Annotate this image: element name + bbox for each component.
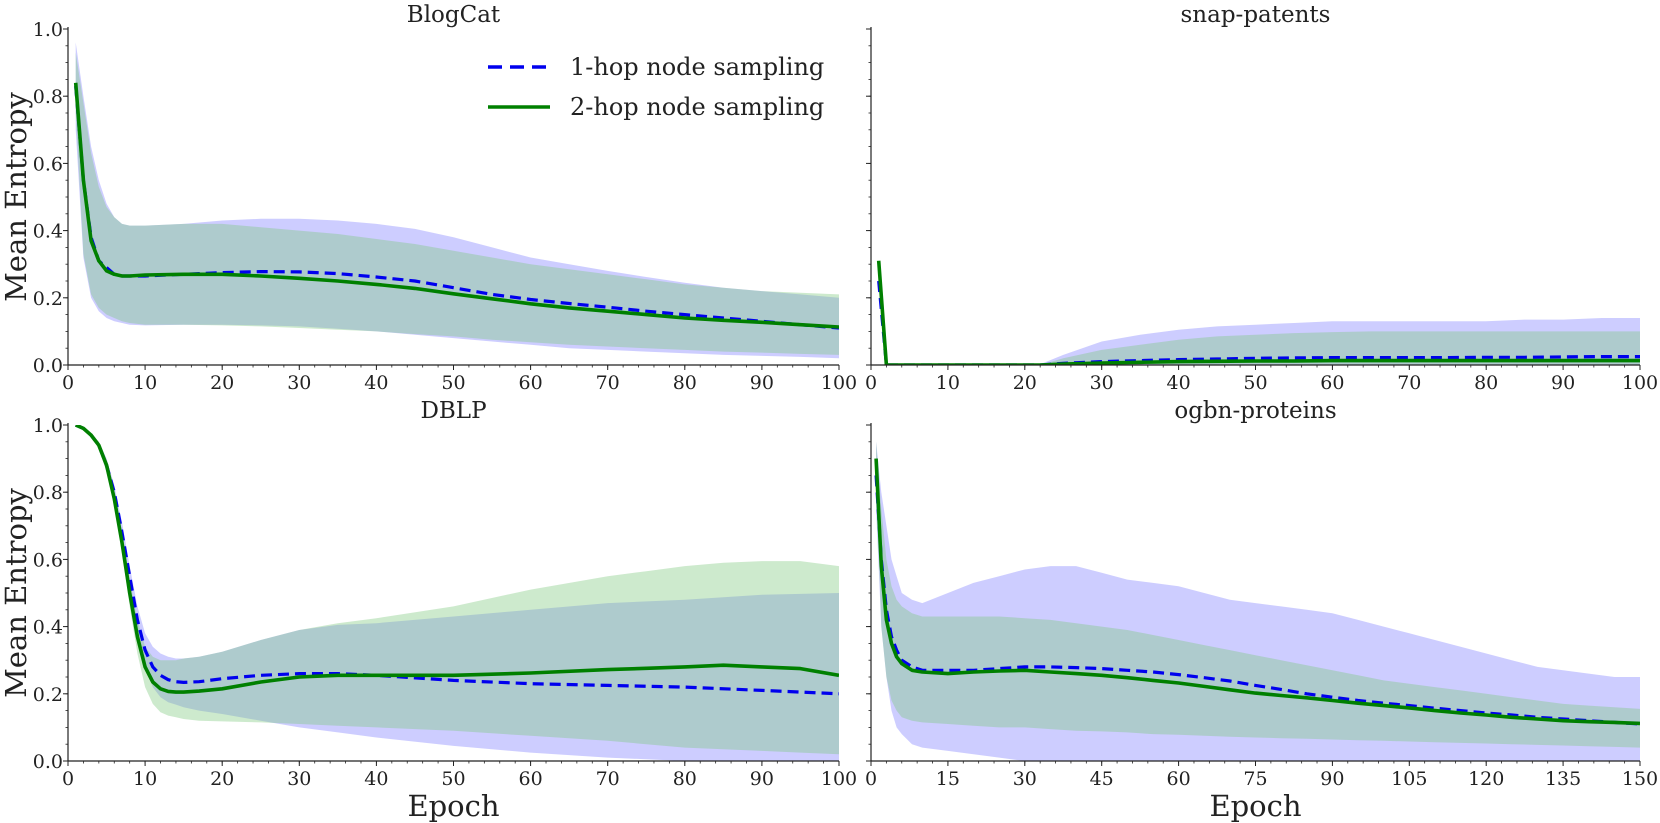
x-tick-label: 0 (62, 768, 74, 790)
y-tick-label: 0.6 (33, 153, 63, 175)
x-tick-label: 40 (1167, 372, 1191, 394)
y-tick-label: 1.0 (33, 415, 63, 437)
x-tick-label: 0 (62, 372, 74, 394)
legend-label: 2-hop node sampling (570, 93, 824, 121)
x-tick-label: 15 (936, 768, 960, 790)
x-tick-label: 60 (1320, 372, 1344, 394)
x-tick-label: 90 (750, 768, 774, 790)
band-1-hop (878, 281, 1640, 365)
panel-title: BlogCat (407, 2, 501, 28)
x-tick-label: 100 (1622, 372, 1658, 394)
x-tick-label: 60 (519, 372, 543, 394)
x-tick-label: 100 (821, 372, 857, 394)
x-tick-label: 40 (364, 768, 388, 790)
x-tick-label: 80 (673, 768, 697, 790)
band-2-hop (878, 260, 1640, 365)
y-tick-label: 0.8 (33, 86, 63, 108)
x-tick-label: 135 (1545, 768, 1581, 790)
plot-area (74, 425, 839, 761)
band-1-hop (75, 42, 839, 359)
panel-title: ogbn-proteins (1174, 398, 1336, 424)
y-tick-label: 0.8 (33, 482, 63, 504)
x-tick-label: 60 (1167, 768, 1191, 790)
panel-title: DBLP (420, 398, 486, 424)
x-tick-label: 10 (936, 372, 960, 394)
x-tick-label: 10 (133, 372, 157, 394)
y-tick-label: 0.4 (33, 617, 63, 639)
plot-area (876, 260, 1640, 365)
x-tick-label: 90 (1320, 768, 1344, 790)
y-tick-label: 0.6 (33, 549, 63, 571)
x-tick-label: 150 (1622, 768, 1658, 790)
y-tick-label: 0.0 (33, 751, 63, 773)
y-tick-label: 0.2 (33, 288, 63, 310)
line-1-hop (877, 280, 1640, 365)
x-tick-label: 75 (1243, 768, 1267, 790)
panel-ogbn-proteins: 0 15 30 45 60 75 90 105 120 135 150 ogbn-proteins Ep… (865, 398, 1658, 823)
line-2-hop (73, 82, 839, 329)
x-tick-label: 20 (1013, 372, 1037, 394)
x-tick-label: 30 (287, 372, 311, 394)
x-tick-label: 30 (287, 768, 311, 790)
line-2-hop (874, 458, 1640, 726)
y-axis-label: Mean Entropy (0, 91, 33, 301)
x-tick-label: 10 (133, 768, 157, 790)
x-tick-label: 90 (750, 372, 774, 394)
plot-area (73, 42, 839, 359)
x-tick-label: 30 (1013, 768, 1037, 790)
x-axis-label: Epoch (407, 789, 499, 823)
x-tick-label: 80 (1474, 372, 1498, 394)
line-2-hop (876, 260, 1640, 365)
x-tick-label: 0 (865, 768, 877, 790)
legend: 1-hop node sampling 2-hop node sampling (488, 53, 824, 121)
x-tick-label: 105 (1391, 768, 1427, 790)
y-tick-label: 1.0 (33, 19, 63, 41)
plot-area (874, 441, 1640, 761)
band-2-hop (75, 52, 839, 355)
line-1-hop (874, 475, 1640, 726)
x-axis-label: Epoch (1209, 789, 1301, 823)
x-tick-label: 20 (210, 372, 234, 394)
legend-label: 1-hop node sampling (570, 53, 824, 81)
x-tick-label: 0 (865, 372, 877, 394)
x-tick-label: 80 (673, 372, 697, 394)
x-tick-label: 120 (1468, 768, 1504, 790)
x-tick-label: 50 (441, 768, 465, 790)
x-tick-label: 70 (596, 768, 620, 790)
y-tick-label: 0.0 (33, 355, 63, 377)
x-tick-label: 100 (821, 768, 857, 790)
x-tick-label: 50 (441, 372, 465, 394)
x-tick-label: 20 (210, 768, 234, 790)
x-tick-label: 50 (1243, 372, 1267, 394)
band-2-hop (876, 441, 1640, 748)
y-axis-label: Mean Entropy (0, 487, 33, 697)
line-2-hop (74, 425, 839, 694)
band-1-hop (876, 441, 1640, 761)
line-1-hop (74, 85, 839, 330)
line-1-hop (75, 425, 839, 696)
band-1-hop (75, 425, 839, 761)
x-tick-label: 90 (1551, 372, 1575, 394)
panel-dblp: 0 10 20 30 40 50 60 70 80 90 100 0.0 0.2 0.4 0.6 0.8 1.0… (0, 398, 857, 823)
x-tick-label: 70 (1397, 372, 1421, 394)
x-tick-label: 45 (1090, 768, 1114, 790)
x-tick-label: 40 (364, 372, 388, 394)
x-tick-label: 60 (519, 768, 543, 790)
x-tick-label: 30 (1090, 372, 1114, 394)
y-tick-label: 0.2 (33, 684, 63, 706)
band-2-hop (75, 425, 839, 755)
panel-snap-patents: 0 10 20 30 40 50 60 70 80 90 100 snap-patents (865, 2, 1658, 394)
panel-blogcat: 0 10 20 30 40 50 60 70 80 90 100 0.0 0.2 0.4 0.6 0.8 1.0… (0, 2, 857, 394)
y-tick-label: 0.4 (33, 221, 63, 243)
panel-title: snap-patents (1181, 2, 1331, 28)
x-tick-label: 70 (596, 372, 620, 394)
